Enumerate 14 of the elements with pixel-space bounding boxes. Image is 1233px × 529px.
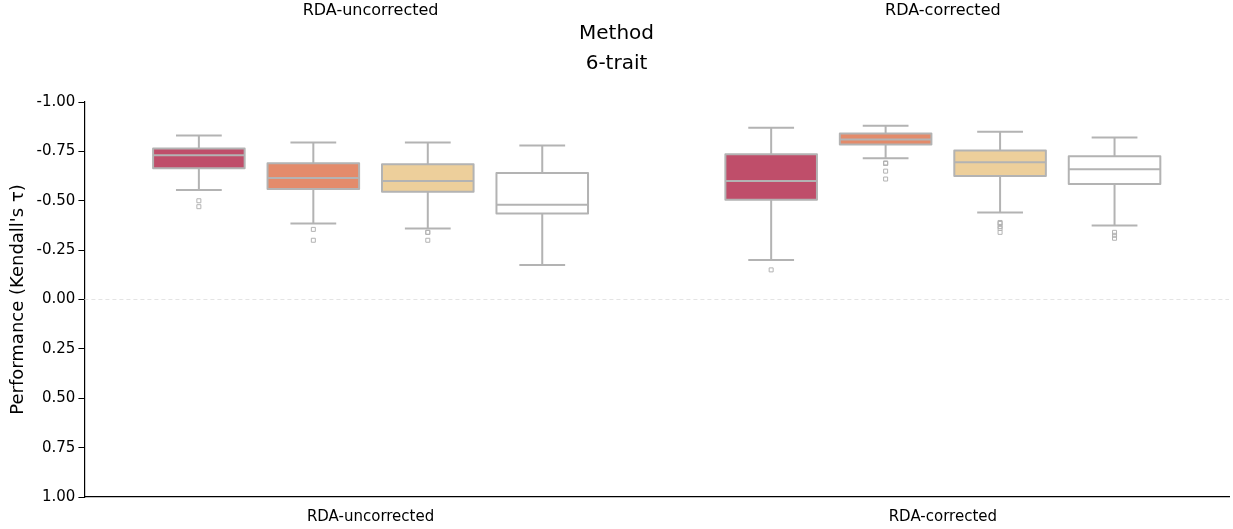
chart-title: Method xyxy=(578,20,655,45)
y-tick-label: -0.25 xyxy=(36,240,76,259)
y-axis-title: Performance (Kendall's τ) xyxy=(6,184,28,415)
y-tick-label: 1.00 xyxy=(42,486,76,505)
y-tick-label: 0.25 xyxy=(42,338,76,357)
y-tick-label: -0.75 xyxy=(36,141,76,160)
y-tick-label: 0.50 xyxy=(42,388,76,407)
text: RDA-corrected xyxy=(885,0,1001,20)
y-tick-label: -1.00 xyxy=(36,91,76,110)
y-tick-label: 0.75 xyxy=(42,437,76,456)
chart-subtitle: 6-trait xyxy=(585,50,648,75)
y-tick-label: -0.50 xyxy=(36,190,76,209)
y-tick-label: 0.00 xyxy=(42,289,76,308)
text: RDA-uncorrected xyxy=(302,0,439,20)
